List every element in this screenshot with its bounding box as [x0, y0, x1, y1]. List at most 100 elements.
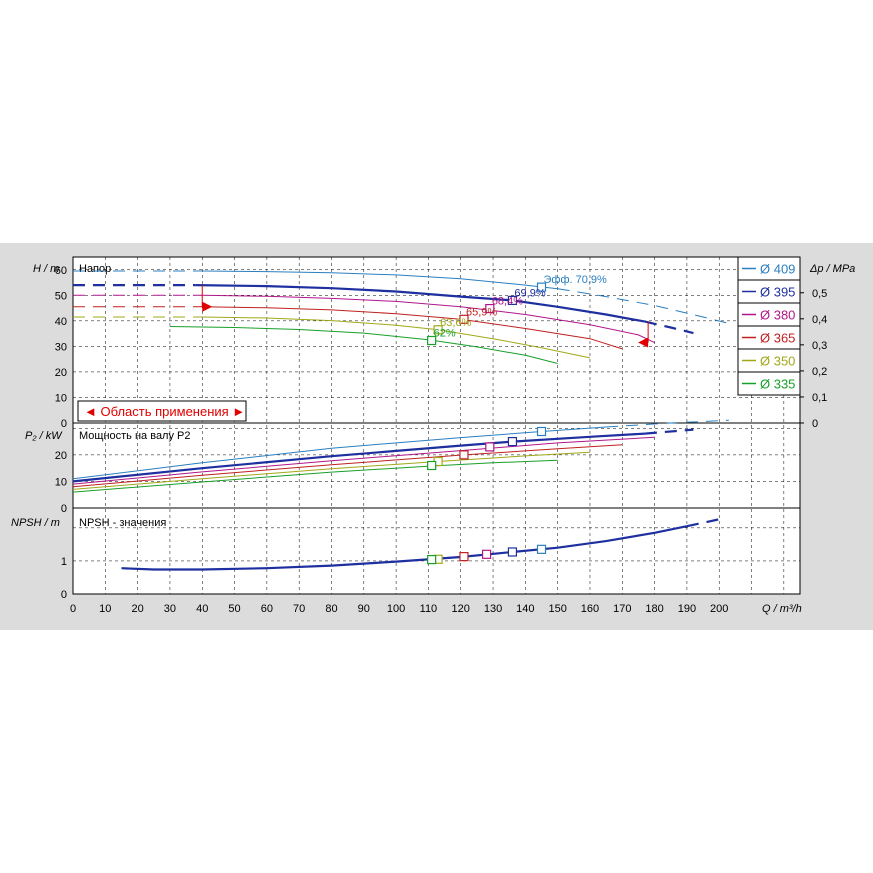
- curve-dashed-end: [644, 428, 694, 435]
- curve-power: [72, 451, 591, 490]
- y-tick-label: 0: [61, 503, 67, 515]
- curve-head: [202, 270, 558, 290]
- x-tick-label: 70: [293, 603, 305, 615]
- x-tick-label: 170: [613, 603, 631, 615]
- y-right-tick-label: 0,4: [812, 314, 827, 326]
- curve-power: [72, 436, 655, 485]
- curve-head: [202, 294, 655, 344]
- x-tick-label: 0: [70, 603, 76, 615]
- legend-cell: [737, 371, 801, 396]
- efficiency-marker: [433, 325, 443, 335]
- curve-head: [202, 316, 591, 359]
- legend-label: Ø 350: [760, 354, 795, 369]
- y-right-tick-label: 0: [812, 418, 818, 430]
- efficiency-marker: [485, 303, 495, 314]
- legend-label: Ø 395: [760, 285, 795, 300]
- curve-power: [72, 444, 623, 488]
- y-right-tick-label: 0,3: [812, 340, 827, 352]
- y-tick-label: 40: [55, 316, 67, 328]
- y-axis-label-head: H / m: [33, 263, 59, 275]
- efficiency-label: 68,4%: [492, 296, 523, 308]
- data-marker-power: [459, 450, 469, 460]
- efficiency-label: 62%: [434, 328, 456, 340]
- pump-performance-chart: 0 10 20 30 40 50 60 0 10 20 0 1 0 0,1 0,2 0,3 0,4 0,5 0 10 2…: [0, 243, 873, 630]
- range-max-arrow: [638, 337, 649, 348]
- efficiency-marker: [507, 295, 518, 306]
- efficiency-marker: [459, 314, 469, 324]
- y-tick-label: 1: [61, 556, 67, 568]
- y-tick-label: 30: [55, 341, 67, 353]
- curve-power: [72, 432, 645, 483]
- curve-power: [72, 426, 607, 480]
- plot-background: [73, 257, 800, 594]
- x-tick-label: 80: [325, 603, 337, 615]
- efficiency-marker: [536, 282, 547, 292]
- x-tick-label: 180: [645, 603, 663, 615]
- legend-label: Ø 335: [760, 377, 795, 392]
- curve-head: [202, 306, 623, 350]
- curve-dashed-end: [606, 419, 729, 428]
- panel-title-head: Напор: [79, 263, 111, 275]
- legend-label: Ø 409: [760, 262, 795, 277]
- data-marker-power: [536, 426, 547, 437]
- data-marker-npsh: [427, 555, 437, 565]
- x-tick-label: 140: [516, 603, 534, 615]
- efficiency-label: 65,9%: [466, 306, 497, 318]
- y-right-tick-label: 0,1: [812, 392, 827, 404]
- y-axis-label-right: Δp / MPa: [809, 263, 855, 275]
- efficiency-label: 63,6%: [440, 317, 471, 329]
- x-tick-label: 110: [420, 603, 438, 615]
- curve-head: [195, 284, 646, 323]
- efficiency-marker: [427, 335, 437, 346]
- data-marker-npsh: [507, 547, 518, 557]
- panel-title-npsh: NPSH - значения: [79, 517, 166, 529]
- range-min-arrow: [202, 301, 213, 312]
- x-tick-label: 10: [99, 603, 111, 615]
- x-tick-label: 40: [196, 603, 208, 615]
- x-tick-label: 150: [548, 603, 566, 615]
- efficiency-label: Эфф. 70,9%: [544, 274, 608, 286]
- y-tick-label: 10: [55, 476, 67, 488]
- data-marker-npsh: [536, 544, 547, 554]
- y-axis-label-power: P₂ / kW: [25, 430, 63, 442]
- panel-frame-npsh: [72, 507, 801, 595]
- data-marker-npsh: [481, 549, 492, 559]
- x-tick-label: 90: [358, 603, 370, 615]
- y-tick-label: 60: [55, 265, 67, 277]
- data-marker-power: [507, 436, 518, 447]
- x-tick-label: 200: [710, 603, 728, 615]
- x-tick-label: 50: [228, 603, 240, 615]
- curve-dashed-end: [644, 320, 694, 335]
- panel-title-power: Мощность на валу P2: [79, 430, 191, 442]
- legend-label: Ø 365: [760, 331, 795, 346]
- data-marker-power: [485, 442, 495, 452]
- y-axis-label-npsh: NPSH / m: [11, 517, 60, 529]
- x-tick-label: 20: [131, 603, 143, 615]
- x-tick-label: 130: [484, 603, 502, 615]
- legend-label: Ø 380: [760, 308, 795, 323]
- area-label-box: [77, 400, 247, 422]
- x-tick-label: 60: [261, 603, 273, 615]
- efficiency-label: 69,9%: [514, 287, 545, 299]
- x-tick-label: 190: [678, 603, 696, 615]
- x-axis-label: Q / m³/h: [762, 603, 802, 615]
- y-tick-label: 0: [61, 589, 67, 601]
- x-tick-label: 120: [452, 603, 470, 615]
- y-tick-label: 20: [55, 450, 67, 462]
- x-tick-label: 100: [387, 603, 405, 615]
- data-marker-power: [427, 460, 437, 471]
- y-tick-label: 10: [55, 392, 67, 404]
- y-tick-label: 20: [55, 367, 67, 379]
- y-tick-label: 50: [55, 290, 67, 302]
- curve-power: [72, 459, 558, 493]
- data-marker-npsh: [459, 552, 469, 562]
- curve-dashed-end: [686, 516, 726, 528]
- curve-head: [169, 326, 558, 364]
- area-label: ◄ Область применения ►: [84, 404, 245, 419]
- x-tick-label: 160: [581, 603, 599, 615]
- x-tick-label: 30: [164, 603, 176, 615]
- y-right-tick-label: 0,2: [812, 366, 827, 378]
- y-tick-label: 0: [61, 418, 67, 430]
- y-right-tick-label: 0,5: [812, 288, 827, 300]
